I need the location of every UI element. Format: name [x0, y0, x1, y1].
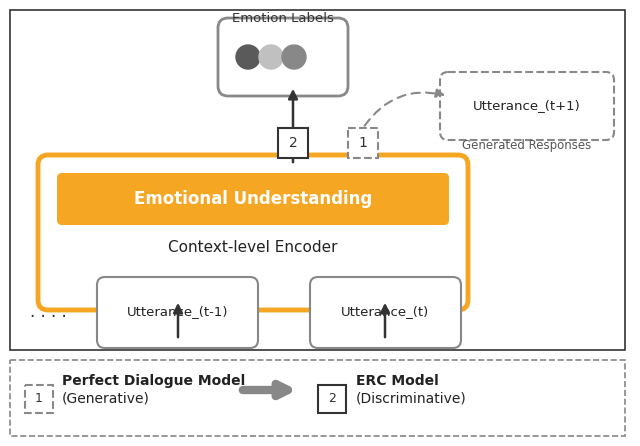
Text: ERC Model: ERC Model [356, 374, 439, 388]
FancyArrowPatch shape [365, 90, 443, 126]
FancyBboxPatch shape [97, 277, 258, 348]
FancyBboxPatch shape [310, 277, 461, 348]
Text: 2: 2 [289, 136, 298, 150]
FancyBboxPatch shape [10, 10, 625, 350]
Circle shape [259, 45, 283, 69]
Text: Context-level Encoder: Context-level Encoder [168, 240, 338, 255]
Text: Perfect Dialogue Model: Perfect Dialogue Model [62, 374, 245, 388]
Text: Utterance_(t): Utterance_(t) [341, 306, 429, 318]
FancyBboxPatch shape [218, 18, 348, 96]
FancyBboxPatch shape [38, 155, 468, 310]
FancyBboxPatch shape [10, 360, 625, 436]
Circle shape [282, 45, 306, 69]
FancyBboxPatch shape [440, 72, 614, 140]
Text: Generated Responses: Generated Responses [462, 139, 591, 152]
Text: 1: 1 [35, 392, 43, 405]
Text: Utterance_(t+1): Utterance_(t+1) [473, 99, 581, 112]
Text: (Discriminative): (Discriminative) [356, 391, 467, 405]
FancyBboxPatch shape [318, 385, 346, 413]
FancyBboxPatch shape [348, 128, 378, 158]
Text: 1: 1 [358, 136, 367, 150]
Text: . . . .: . . . . [29, 303, 67, 321]
FancyBboxPatch shape [25, 385, 53, 413]
Text: Utterance_(t-1): Utterance_(t-1) [127, 306, 228, 318]
Circle shape [236, 45, 260, 69]
Text: 2: 2 [328, 392, 336, 405]
FancyBboxPatch shape [57, 173, 449, 225]
Text: (Generative): (Generative) [62, 391, 150, 405]
Text: Emotional Understanding: Emotional Understanding [134, 190, 372, 208]
Text: Emotion Labels: Emotion Labels [232, 12, 334, 25]
FancyBboxPatch shape [278, 128, 308, 158]
